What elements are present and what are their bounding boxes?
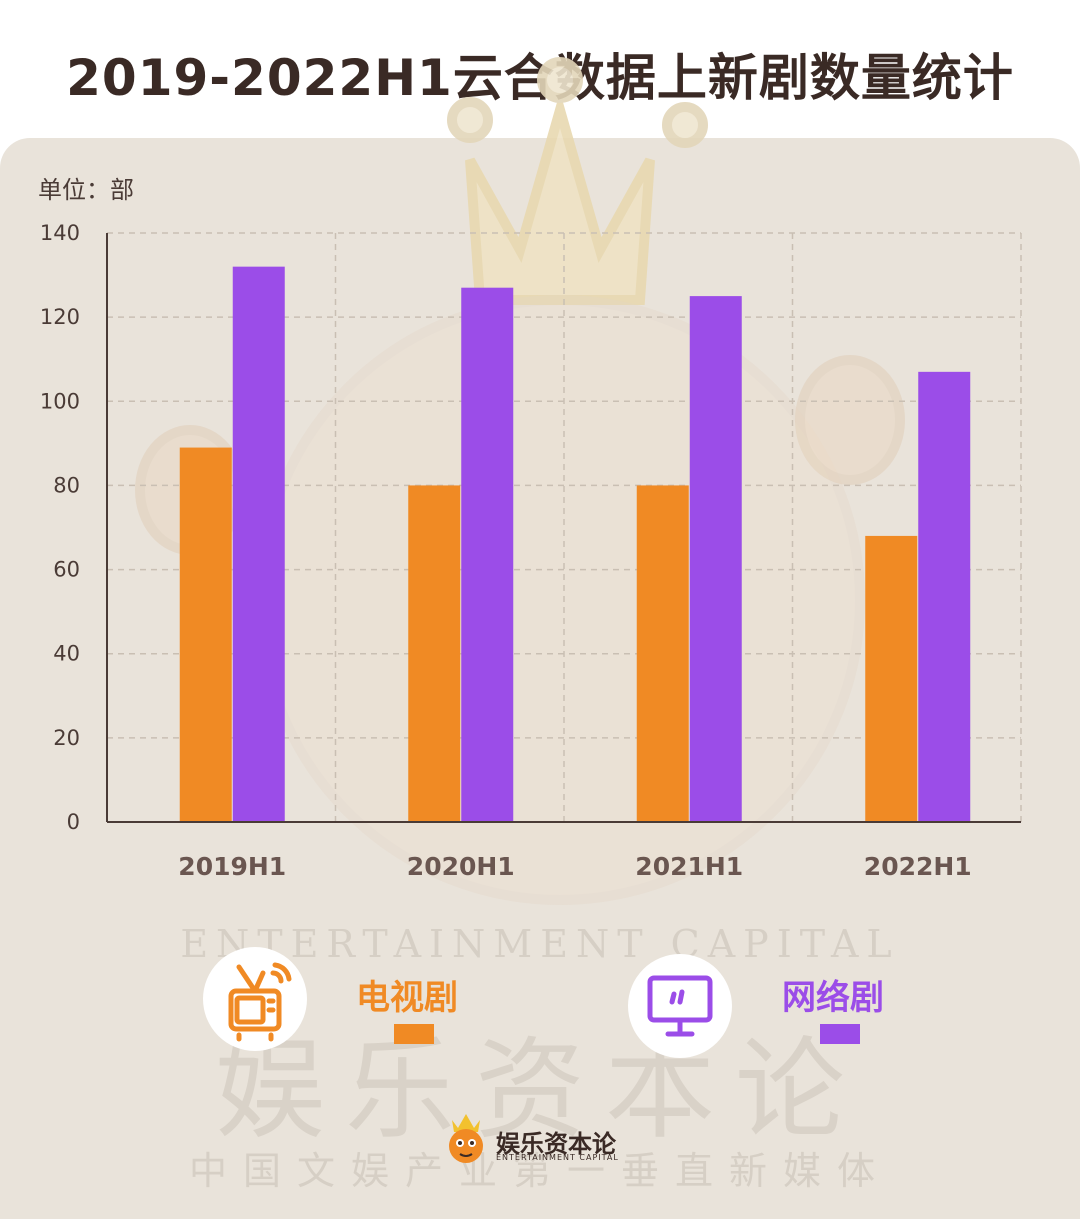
- bar-web: [461, 287, 514, 822]
- legend-tv-label: 电视剧: [356, 978, 458, 1018]
- brand-name: 娱乐资本论: [496, 1129, 616, 1158]
- y-tick-label: 120: [40, 305, 80, 329]
- bar-web: [918, 371, 971, 822]
- x-tick-label: 2019H1: [178, 852, 286, 881]
- monitor-icon: [647, 975, 713, 1037]
- x-tick-label: 2020H1: [407, 852, 515, 881]
- y-tick-label: 80: [53, 473, 80, 497]
- unit-label: 单位：部: [38, 176, 134, 204]
- legend-web-label: 网络剧: [782, 978, 884, 1018]
- y-tick-label: 60: [53, 558, 80, 582]
- crown-mascot-icon: [449, 1114, 483, 1163]
- watermark-english: ENTERTAINMENT CAPITAL: [180, 922, 900, 966]
- bar-tv: [636, 485, 689, 822]
- x-tick-label: 2021H1: [635, 852, 743, 881]
- legend-web-circle: [628, 954, 732, 1058]
- legend-tv-circle: [203, 947, 307, 1051]
- y-tick-label: 100: [40, 389, 80, 413]
- legend-web-swatch: [820, 1024, 860, 1044]
- legend-tv-swatch: [394, 1024, 434, 1044]
- y-tick-label: 140: [40, 221, 80, 245]
- bar-tv: [179, 447, 232, 822]
- brand-sub: ENTERTAINMENT CAPITAL: [496, 1153, 619, 1162]
- y-tick-label: 20: [53, 726, 80, 750]
- bar-tv: [408, 485, 461, 822]
- bar-tv: [865, 535, 918, 822]
- watermark-chinese: 娱乐资本论: [215, 1026, 865, 1154]
- x-tick-label: 2022H1: [864, 852, 972, 881]
- tv-icon: [228, 962, 292, 1042]
- y-tick-label: 40: [53, 642, 80, 666]
- y-tick-label: 0: [67, 810, 80, 834]
- watermark-slogan: 中国文娱产业第一垂直新媒体: [188, 1149, 891, 1193]
- bar-web: [232, 266, 285, 823]
- bar-web: [689, 296, 742, 822]
